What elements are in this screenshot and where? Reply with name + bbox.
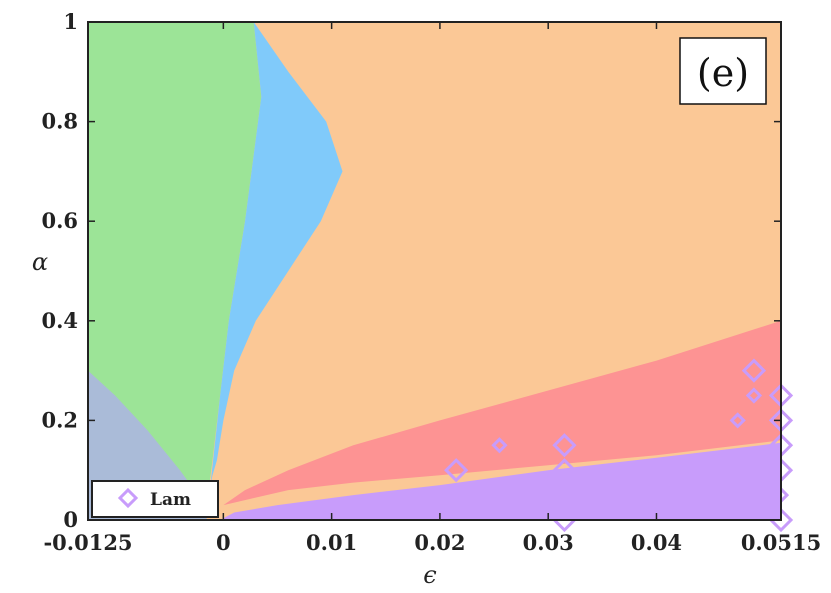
lam-marker-5 <box>729 412 746 429</box>
x-tick-label: 0.03 <box>523 530 574 555</box>
y-axis-label: α <box>32 248 48 276</box>
y-tick-label: 0.6 <box>41 208 78 233</box>
y-tick-label: 1 <box>63 9 78 34</box>
x-tick-label: 0 <box>216 530 231 555</box>
x-tick-label: -0.0125 <box>43 530 132 555</box>
legend-label-lam: Lam <box>150 490 191 510</box>
lam-marker-7 <box>741 358 767 383</box>
phase-region-4 <box>223 320 781 506</box>
legend: Lam <box>91 480 219 518</box>
legend-diamond-marker <box>117 487 139 509</box>
x-tick-label: 0.02 <box>414 530 465 555</box>
panel-label-box: (e) <box>679 37 767 105</box>
lam-marker-2 <box>552 433 577 458</box>
lam-marker-3 <box>552 458 577 483</box>
phase-regions <box>88 22 781 520</box>
phase-region-1 <box>88 22 262 520</box>
x-axis-label: ϵ <box>423 561 436 589</box>
legend-box <box>91 480 219 518</box>
lam-marker-8 <box>745 387 763 404</box>
plot-frame <box>87 21 782 521</box>
lam-marker-0 <box>444 458 469 483</box>
phase-region-2 <box>210 22 343 486</box>
lam-marker-4 <box>552 507 577 533</box>
x-tick-label: 0.01 <box>306 530 357 555</box>
x-tick-label: 0.04 <box>631 530 682 555</box>
y-tick-label: 0 <box>63 507 78 532</box>
phase-region-5 <box>220 442 781 520</box>
y-tick-label: 0.8 <box>41 109 78 134</box>
panel-label: (e) <box>697 51 749 95</box>
lam-marker-6 <box>729 462 746 479</box>
y-tick-labels: 0 0.2 0.4 0.6 0.8 1 <box>41 9 78 532</box>
x-tick-label: 0.0515 <box>741 530 821 555</box>
lam-marker-1 <box>491 437 508 454</box>
x-tick-labels: -0.0125 0 0.01 0.02 0.03 0.04 0.0515 <box>43 530 821 555</box>
y-tick-label: 0.2 <box>41 407 78 432</box>
axis-ticks <box>87 21 782 521</box>
y-tick-label: 0.4 <box>41 308 78 333</box>
lam-marker-14 <box>768 507 794 533</box>
